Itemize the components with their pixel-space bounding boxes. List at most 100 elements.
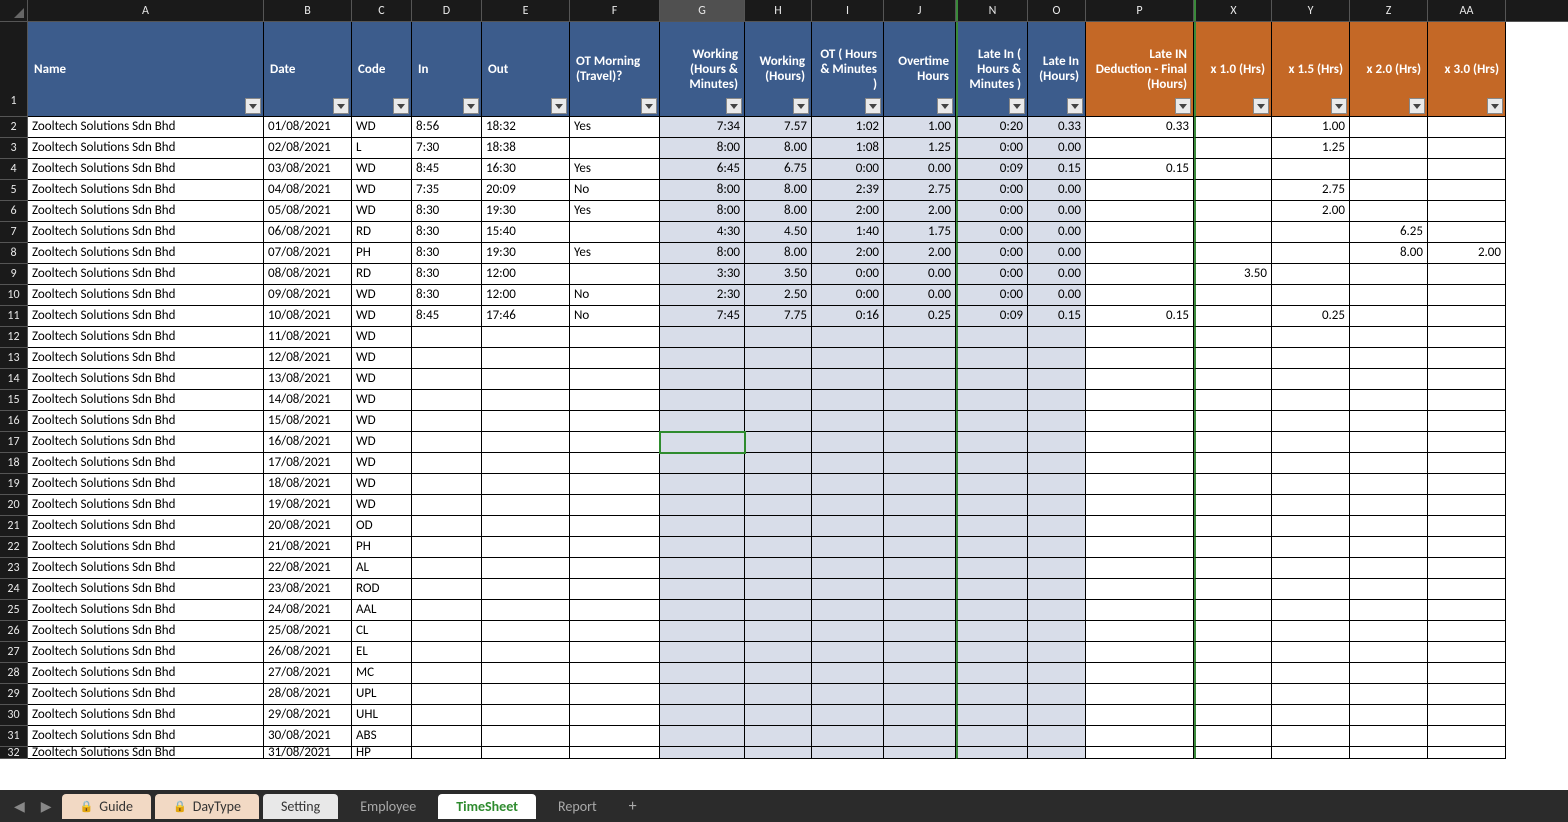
cell-B10[interactable]: 09/08/2021 [264,285,352,306]
cell-Z13[interactable] [1350,348,1428,369]
row-header-31[interactable]: 31 [0,726,28,747]
cell-G8[interactable]: 8:00 [660,243,745,264]
cell-Y21[interactable] [1272,516,1350,537]
cell-Z26[interactable] [1350,621,1428,642]
col-header-C[interactable]: C [352,0,412,21]
cell-X23[interactable] [1194,558,1272,579]
col-header-O[interactable]: O [1028,0,1086,21]
cell-O9[interactable]: 0.00 [1028,264,1086,285]
col-header-N[interactable]: N [956,0,1028,21]
cell-C9[interactable]: RD [352,264,412,285]
cell-B16[interactable]: 15/08/2021 [264,411,352,432]
cell-C6[interactable]: WD [352,201,412,222]
cell-P9[interactable] [1086,264,1194,285]
cell-Z16[interactable] [1350,411,1428,432]
cell-N20[interactable] [956,495,1028,516]
cell-Y9[interactable] [1272,264,1350,285]
cell-O11[interactable]: 0.15 [1028,306,1086,327]
cell-F6[interactable]: Yes [570,201,660,222]
cell-O18[interactable] [1028,453,1086,474]
cell-G2[interactable]: 7:34 [660,117,745,138]
filter-button[interactable] [333,98,349,114]
cell-G6[interactable]: 8:00 [660,201,745,222]
cell-X32[interactable] [1194,747,1272,759]
cell-AA10[interactable] [1428,285,1506,306]
cell-Y5[interactable]: 2.75 [1272,180,1350,201]
cell-Y15[interactable] [1272,390,1350,411]
cell-AA9[interactable] [1428,264,1506,285]
cell-C29[interactable]: UPL [352,684,412,705]
cell-AA2[interactable] [1428,117,1506,138]
cell-C21[interactable]: OD [352,516,412,537]
cell-X27[interactable] [1194,642,1272,663]
cell-N4[interactable]: 0:09 [956,159,1028,180]
cell-A17[interactable]: Zooltech Solutions Sdn Bhd [28,432,264,453]
row-header-15[interactable]: 15 [0,390,28,411]
cell-A4[interactable]: Zooltech Solutions Sdn Bhd [28,159,264,180]
cell-Z21[interactable] [1350,516,1428,537]
cell-G14[interactable] [660,369,745,390]
cell-P27[interactable] [1086,642,1194,663]
cell-J29[interactable] [884,684,956,705]
cell-D12[interactable] [412,327,482,348]
cell-A19[interactable]: Zooltech Solutions Sdn Bhd [28,474,264,495]
cell-Z27[interactable] [1350,642,1428,663]
cell-P30[interactable] [1086,705,1194,726]
cell-H13[interactable] [745,348,812,369]
col-header-A[interactable]: A [28,0,264,21]
cell-X12[interactable] [1194,327,1272,348]
cell-I22[interactable] [812,537,884,558]
cell-Z25[interactable] [1350,600,1428,621]
cell-H29[interactable] [745,684,812,705]
cell-N7[interactable]: 0:00 [956,222,1028,243]
cell-E3[interactable]: 18:38 [482,138,570,159]
cell-G11[interactable]: 7:45 [660,306,745,327]
cell-Z3[interactable] [1350,138,1428,159]
filter-button[interactable] [393,98,409,114]
cell-D26[interactable] [412,621,482,642]
cell-I21[interactable] [812,516,884,537]
cell-D16[interactable] [412,411,482,432]
cell-C8[interactable]: PH [352,243,412,264]
cell-H17[interactable] [745,432,812,453]
cell-N15[interactable] [956,390,1028,411]
col-header-F[interactable]: F [570,0,660,21]
cell-F7[interactable] [570,222,660,243]
cell-B6[interactable]: 05/08/2021 [264,201,352,222]
cell-AA30[interactable] [1428,705,1506,726]
cell-B26[interactable]: 25/08/2021 [264,621,352,642]
cell-P3[interactable] [1086,138,1194,159]
cell-I30[interactable] [812,705,884,726]
cell-C4[interactable]: WD [352,159,412,180]
cell-B27[interactable]: 26/08/2021 [264,642,352,663]
cell-Y8[interactable] [1272,243,1350,264]
cell-P21[interactable] [1086,516,1194,537]
cell-F23[interactable] [570,558,660,579]
cell-B24[interactable]: 23/08/2021 [264,579,352,600]
cell-C5[interactable]: WD [352,180,412,201]
cell-P8[interactable] [1086,243,1194,264]
cell-D14[interactable] [412,369,482,390]
col-header-AA[interactable]: AA [1428,0,1506,21]
cell-I5[interactable]: 2:39 [812,180,884,201]
cell-D30[interactable] [412,705,482,726]
filter-button[interactable] [793,98,809,114]
row-header-6[interactable]: 6 [0,201,28,222]
cell-D20[interactable] [412,495,482,516]
cell-H5[interactable]: 8.00 [745,180,812,201]
cell-G9[interactable]: 3:30 [660,264,745,285]
cell-X6[interactable] [1194,201,1272,222]
cell-Y24[interactable] [1272,579,1350,600]
cell-G10[interactable]: 2:30 [660,285,745,306]
cell-P4[interactable]: 0.15 [1086,159,1194,180]
cell-H18[interactable] [745,453,812,474]
cell-O3[interactable]: 0.00 [1028,138,1086,159]
cell-A7[interactable]: Zooltech Solutions Sdn Bhd [28,222,264,243]
cell-J14[interactable] [884,369,956,390]
cell-F9[interactable] [570,264,660,285]
cell-Z4[interactable] [1350,159,1428,180]
col-header-X[interactable]: X [1194,0,1272,21]
cell-P25[interactable] [1086,600,1194,621]
cell-F30[interactable] [570,705,660,726]
cell-I26[interactable] [812,621,884,642]
